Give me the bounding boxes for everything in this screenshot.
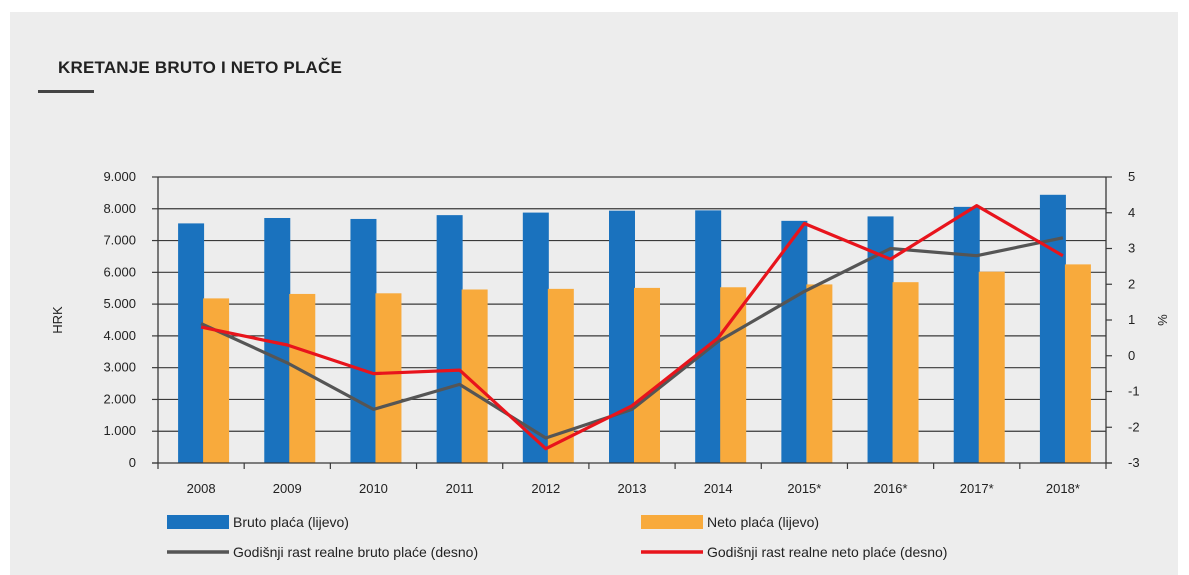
x-tick-label: 2012	[531, 481, 560, 496]
left-tick-label: 8.000	[103, 201, 136, 216]
left-tick-label: 5.000	[103, 296, 136, 311]
right-tick-label: -2	[1128, 419, 1140, 434]
x-tick-label: 2009	[273, 481, 302, 496]
left-tick-label: 4.000	[103, 328, 136, 343]
x-tick-label: 2018*	[1046, 481, 1080, 496]
x-tick-label: 2010	[359, 481, 388, 496]
line-neto-growth	[200, 204, 1064, 451]
x-tick-label: 2014	[704, 481, 733, 496]
legend-label: Bruto plaća (lijevo)	[233, 514, 349, 530]
bar-bruto	[781, 220, 808, 463]
bar-neto	[289, 293, 316, 463]
legend-label: Godišnji rast realne neto plaće (desno)	[707, 544, 947, 560]
right-tick-label: 3	[1128, 241, 1135, 256]
chart-title: KRETANJE BRUTO I NETO PLAČE	[58, 58, 343, 77]
left-tick-label: 6.000	[103, 264, 136, 279]
legend-swatch-bar	[167, 515, 229, 529]
bar-bruto	[178, 223, 205, 463]
right-tick-label: 2	[1128, 276, 1135, 291]
bar-neto	[978, 271, 1005, 463]
x-tick-label: 2015*	[787, 481, 821, 496]
left-axis-label: HRK	[50, 306, 65, 334]
bar-bruto	[953, 206, 980, 464]
bar-neto	[892, 282, 919, 463]
bar-neto	[634, 287, 660, 463]
right-tick-label: 1	[1128, 312, 1135, 327]
x-tick-label: 2017*	[960, 481, 994, 496]
bar-neto	[720, 287, 747, 463]
right-tick-label: -1	[1128, 384, 1140, 399]
left-tick-label: 2.000	[103, 391, 136, 406]
bar-bruto	[436, 215, 463, 463]
x-tick-label: 2016*	[874, 481, 908, 496]
left-tick-label: 3.000	[103, 360, 136, 375]
bar-bruto	[695, 210, 722, 463]
left-tick-label: 1.000	[103, 423, 136, 438]
legend-swatch-bar	[641, 515, 703, 529]
right-tick-label: -3	[1128, 455, 1140, 470]
bar-neto	[806, 284, 833, 463]
bar-bruto	[522, 212, 549, 463]
bar-neto	[203, 298, 230, 463]
legend-label: Neto plaća (lijevo)	[707, 514, 819, 530]
right-tick-label: 0	[1128, 348, 1135, 363]
left-tick-label: 7.000	[103, 233, 136, 248]
bar-neto	[1064, 264, 1091, 463]
x-tick-label: 2013	[618, 481, 647, 496]
legend-label: Godišnji rast realne bruto plaće (desno)	[233, 544, 478, 560]
x-tick-label: 2008	[187, 481, 216, 496]
line-bruto-growth	[200, 236, 1064, 440]
right-tick-label: 5	[1128, 169, 1135, 184]
left-tick-label: 0	[129, 455, 136, 470]
right-tick-label: 4	[1128, 205, 1135, 220]
bar-neto	[375, 293, 402, 463]
bar-bruto	[350, 218, 377, 463]
bar-bruto	[609, 210, 635, 463]
left-tick-label: 9.000	[103, 169, 136, 184]
bar-bruto	[1039, 194, 1066, 463]
x-tick-label: 2011	[446, 481, 474, 496]
right-axis-label: %	[1155, 314, 1170, 326]
title-underline	[38, 90, 94, 93]
